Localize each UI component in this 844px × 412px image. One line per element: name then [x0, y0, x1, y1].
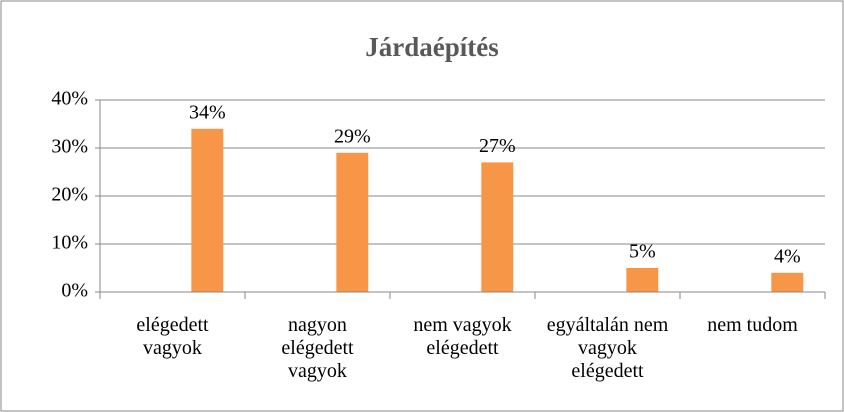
x-tick-label: nem vagyok elégedett: [413, 314, 512, 359]
bar: [771, 272, 804, 292]
y-tick-label: 20%: [51, 184, 88, 206]
data-label: 4%: [774, 245, 801, 267]
bar: [336, 152, 369, 292]
y-tick-label: 30%: [51, 136, 88, 158]
y-tick-label: 0%: [61, 280, 88, 302]
y-tick-label: 10%: [51, 232, 88, 254]
x-tick-label: nagyon elégedett vagyok: [281, 314, 354, 382]
bar: [626, 268, 659, 292]
x-tick-label: egyáltalán nem vagyok elégedett: [546, 314, 669, 382]
chart-title: Járdaépítés: [365, 32, 498, 62]
x-tick-label: elégedett vagyok: [136, 314, 209, 359]
data-label: 5%: [629, 241, 656, 263]
bar: [481, 162, 514, 292]
data-label: 27%: [479, 135, 516, 157]
data-label: 34%: [189, 101, 226, 123]
y-tick-label: 40%: [51, 88, 88, 110]
data-label: 29%: [334, 125, 371, 147]
bar: [191, 128, 224, 292]
x-tick-label: nem tudom: [707, 314, 798, 336]
